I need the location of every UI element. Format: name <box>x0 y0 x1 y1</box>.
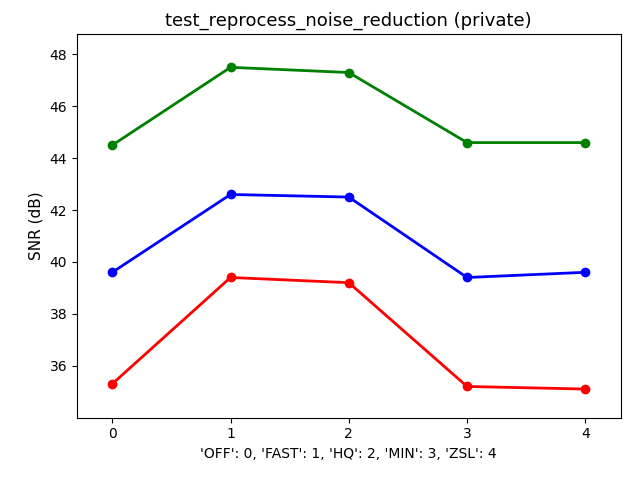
Title: test_reprocess_noise_reduction (private): test_reprocess_noise_reduction (private) <box>166 11 532 30</box>
Y-axis label: SNR (dB): SNR (dB) <box>29 192 44 260</box>
X-axis label: 'OFF': 0, 'FAST': 1, 'HQ': 2, 'MIN': 3, 'ZSL': 4: 'OFF': 0, 'FAST': 1, 'HQ': 2, 'MIN': 3, … <box>200 447 497 461</box>
